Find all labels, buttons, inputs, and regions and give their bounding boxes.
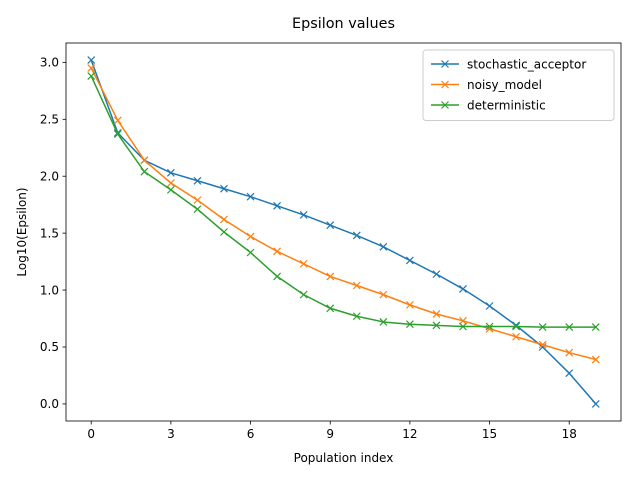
data-point-deterministic — [246, 248, 255, 257]
series-line-deterministic — [90, 75, 596, 328]
data-point-deterministic — [273, 272, 282, 281]
x-tick-label: 3 — [167, 427, 175, 441]
legend-marker-noisy_model — [441, 80, 449, 89]
axes-frame — [65, 42, 622, 422]
data-point-noisy_model — [326, 272, 335, 281]
x-tick-label: 0 — [87, 427, 95, 441]
data-point-deterministic — [512, 322, 521, 331]
axes-border — [65, 42, 622, 422]
y-axis: 0.0 0.5 1.0 1.5 2.0 2.5 3.0 — [40, 56, 66, 411]
x-axis-label: Population index — [294, 451, 394, 465]
data-point-noisy_model — [538, 340, 547, 349]
data-point-noisy_model — [273, 247, 282, 256]
data-point-noisy_model — [299, 259, 308, 268]
data-point-stochastic_acceptor — [512, 321, 521, 330]
data-point-stochastic_acceptor — [432, 270, 441, 279]
x-tick-label: 9 — [326, 427, 334, 441]
data-point-deterministic — [299, 290, 308, 299]
data-point-stochastic_acceptor — [591, 399, 600, 408]
data-point-stochastic_acceptor — [326, 221, 335, 230]
legend-marker-stochastic_acceptor — [441, 60, 449, 68]
y-tick-label: 0.0 — [40, 397, 59, 411]
data-point-stochastic_acceptor — [352, 231, 361, 240]
data-point-deterministic — [87, 72, 96, 80]
legend: stochastic_acceptor noisy_model determinis… — [422, 49, 615, 121]
x-tick-label: 6 — [247, 427, 255, 441]
data-point-noisy_model — [220, 215, 228, 224]
data-point-noisy_model — [459, 316, 467, 325]
data-point-deterministic — [140, 167, 149, 176]
data-point-stochastic_acceptor — [166, 168, 175, 177]
data-point-deterministic — [405, 320, 414, 329]
data-point-noisy_model — [87, 64, 96, 72]
legend-box — [422, 49, 615, 121]
data-point-stochastic_acceptor — [299, 210, 308, 219]
data-point-stochastic_acceptor — [405, 256, 414, 265]
data-point-deterministic — [326, 304, 335, 313]
data-point-stochastic_acceptor — [565, 369, 574, 378]
data-point-noisy_model — [193, 196, 202, 205]
data-point-noisy_model — [246, 232, 255, 241]
data-point-deterministic — [220, 228, 228, 236]
legend-label: stochastic_acceptor — [467, 57, 586, 71]
data-point-stochastic_acceptor — [485, 302, 494, 310]
y-tick-label: 3.0 — [40, 56, 59, 70]
data-point-noisy_model — [166, 179, 175, 187]
x-tick-label: 18 — [562, 427, 577, 441]
series-line-noisy_model — [90, 67, 596, 361]
y-tick-label: 0.5 — [40, 340, 59, 354]
x-tick-label: 15 — [482, 427, 497, 441]
data-point-deterministic — [538, 323, 547, 331]
data-point-deterministic — [591, 323, 600, 331]
legend-marker-deterministic — [441, 101, 449, 109]
y-tick-label: 2.0 — [40, 169, 59, 183]
data-point-stochastic_acceptor — [193, 176, 202, 185]
y-tick-label: 1.0 — [40, 283, 59, 297]
x-axis: 0 3 6 9 12 15 18 — [87, 421, 577, 441]
data-point-deterministic — [379, 318, 388, 326]
series-line-stochastic_acceptor — [90, 59, 597, 405]
data-point-deterministic — [193, 205, 202, 214]
y-tick-label: 1.5 — [40, 226, 59, 240]
data-point-noisy_model — [565, 348, 574, 357]
data-point-stochastic_acceptor — [246, 192, 255, 201]
x-tick-label: 12 — [402, 427, 417, 441]
data-point-noisy_model — [512, 332, 521, 341]
data-point-noisy_model — [379, 290, 388, 299]
data-point-deterministic — [565, 323, 574, 331]
data-point-stochastic_acceptor — [220, 184, 228, 193]
data-point-noisy_model — [352, 281, 361, 290]
series-layer — [87, 56, 600, 408]
data-point-deterministic — [166, 185, 175, 194]
data-point-deterministic — [432, 321, 441, 330]
data-point-stochastic_acceptor — [459, 285, 467, 293]
data-point-noisy_model — [113, 116, 122, 125]
data-point-deterministic — [485, 322, 494, 331]
y-tick-label: 2.5 — [40, 112, 59, 126]
data-point-noisy_model — [140, 156, 149, 165]
data-point-stochastic_acceptor — [273, 201, 282, 210]
chart-title: Epsilon values — [292, 16, 395, 32]
legend-label: noisy_model — [467, 78, 542, 92]
data-point-noisy_model — [405, 300, 414, 309]
data-point-deterministic — [352, 312, 361, 321]
legend-label: deterministic — [467, 98, 546, 112]
data-point-deterministic — [113, 130, 122, 139]
data-point-stochastic_acceptor — [87, 56, 96, 65]
data-point-noisy_model — [432, 310, 441, 318]
data-point-stochastic_acceptor — [379, 242, 388, 251]
data-point-deterministic — [459, 322, 467, 331]
y-axis-label: Log10(Epsilon) — [15, 187, 29, 276]
data-point-noisy_model — [591, 355, 600, 364]
